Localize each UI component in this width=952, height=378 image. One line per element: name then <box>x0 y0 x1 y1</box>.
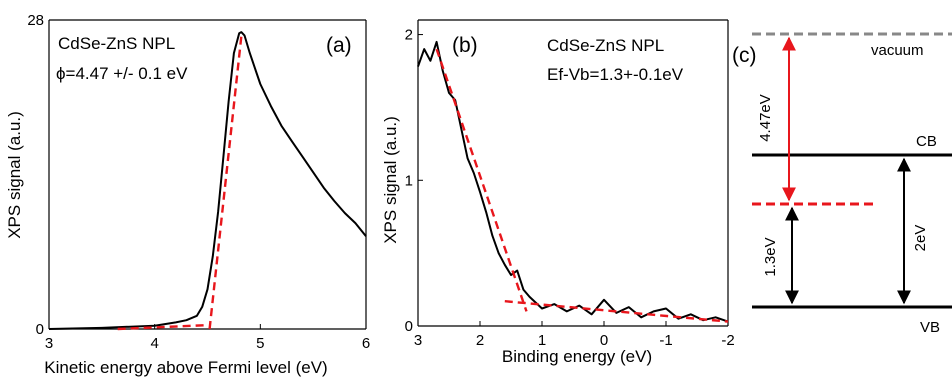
panel-b-ticks: 3 2 1 0 -1 -2 0 1 2 <box>405 27 735 349</box>
panel-b-ylabel: XPS signal (a.u.) <box>381 116 400 244</box>
conduction-band-label: CB <box>916 133 937 150</box>
panel-a-ytick-label: 28 <box>27 12 44 29</box>
panel-c-label: (c) <box>732 44 757 67</box>
panel-b-annotation-valence: Ef-Vb=1.3+-0.1eV <box>547 65 684 84</box>
panel-b-annotation-sample: CdSe-ZnS NPL <box>547 36 664 55</box>
panel-a-series <box>48 31 367 331</box>
panel-b-xlabel: Binding energy (eV) <box>502 347 652 366</box>
vacuum-level-label: vacuum <box>871 42 924 59</box>
panel-a-xtick-label: 4 <box>150 335 158 352</box>
panel-c: (c) vacuum CB VB 4.47eV 1.3eV 2eV <box>732 32 952 336</box>
panel-b-xtick-label: 0 <box>600 332 608 349</box>
panel-b-xtick-label: -2 <box>721 332 734 349</box>
panel-b-ytick-label: 2 <box>405 27 413 44</box>
panel-b-xtick-label: 3 <box>414 332 422 349</box>
panel-a-xtick-label: 3 <box>45 335 53 352</box>
panel-b-data-line-0 <box>417 40 729 323</box>
panel-b-series <box>417 40 729 323</box>
panel-a-label: (a) <box>326 34 352 57</box>
panel-b-xtick-label: 2 <box>476 332 484 349</box>
panel-a-xlabel: Kinetic energy above Fermi level (eV) <box>44 358 327 377</box>
panel-a-fit-line-2 <box>208 36 243 330</box>
panel-b-ytick-label: 1 <box>405 172 413 189</box>
panel-a-xtick-label: 6 <box>362 335 370 352</box>
panel-a-ylabel: XPS signal (a.u.) <box>5 111 24 239</box>
panel-a-data-line-0 <box>48 31 367 330</box>
panel-b-fit-line-1 <box>435 48 528 312</box>
panel-a-annotation-sample: CdSe-ZnS NPL <box>58 34 175 53</box>
fermi-to-vb-arrow-label: 1.3eV <box>762 237 779 276</box>
panel-b-xtick-label: 1 <box>538 332 546 349</box>
panel-a: 3 4 5 6 0 28 XPS signal (a.u.) Kinetic energy… <box>5 12 370 377</box>
panel-a-ticks: 3 4 5 6 0 28 <box>27 12 370 352</box>
bandgap-arrow-label: 2eV <box>912 225 929 252</box>
panel-b-ytick-label: 0 <box>405 318 413 335</box>
workfunction-arrow-label: 4.47eV <box>757 94 774 142</box>
panel-a-xtick-label: 5 <box>256 335 264 352</box>
panel-b-xtick-label: -1 <box>659 332 672 349</box>
panel-b: 3 2 1 0 -1 -2 0 1 2 XPS signal (a.u.) Binding en… <box>381 19 735 366</box>
panel-b-label: (b) <box>452 34 478 57</box>
valence-band-label: VB <box>920 319 940 336</box>
panel-a-annotation-workfunction: ϕ=4.47 +/- 0.1 eV <box>56 64 188 83</box>
panel-b-fit-line-2 <box>504 300 729 323</box>
panel-a-ytick-label: 0 <box>36 321 44 338</box>
panel-a-fit-line-1 <box>117 323 208 331</box>
